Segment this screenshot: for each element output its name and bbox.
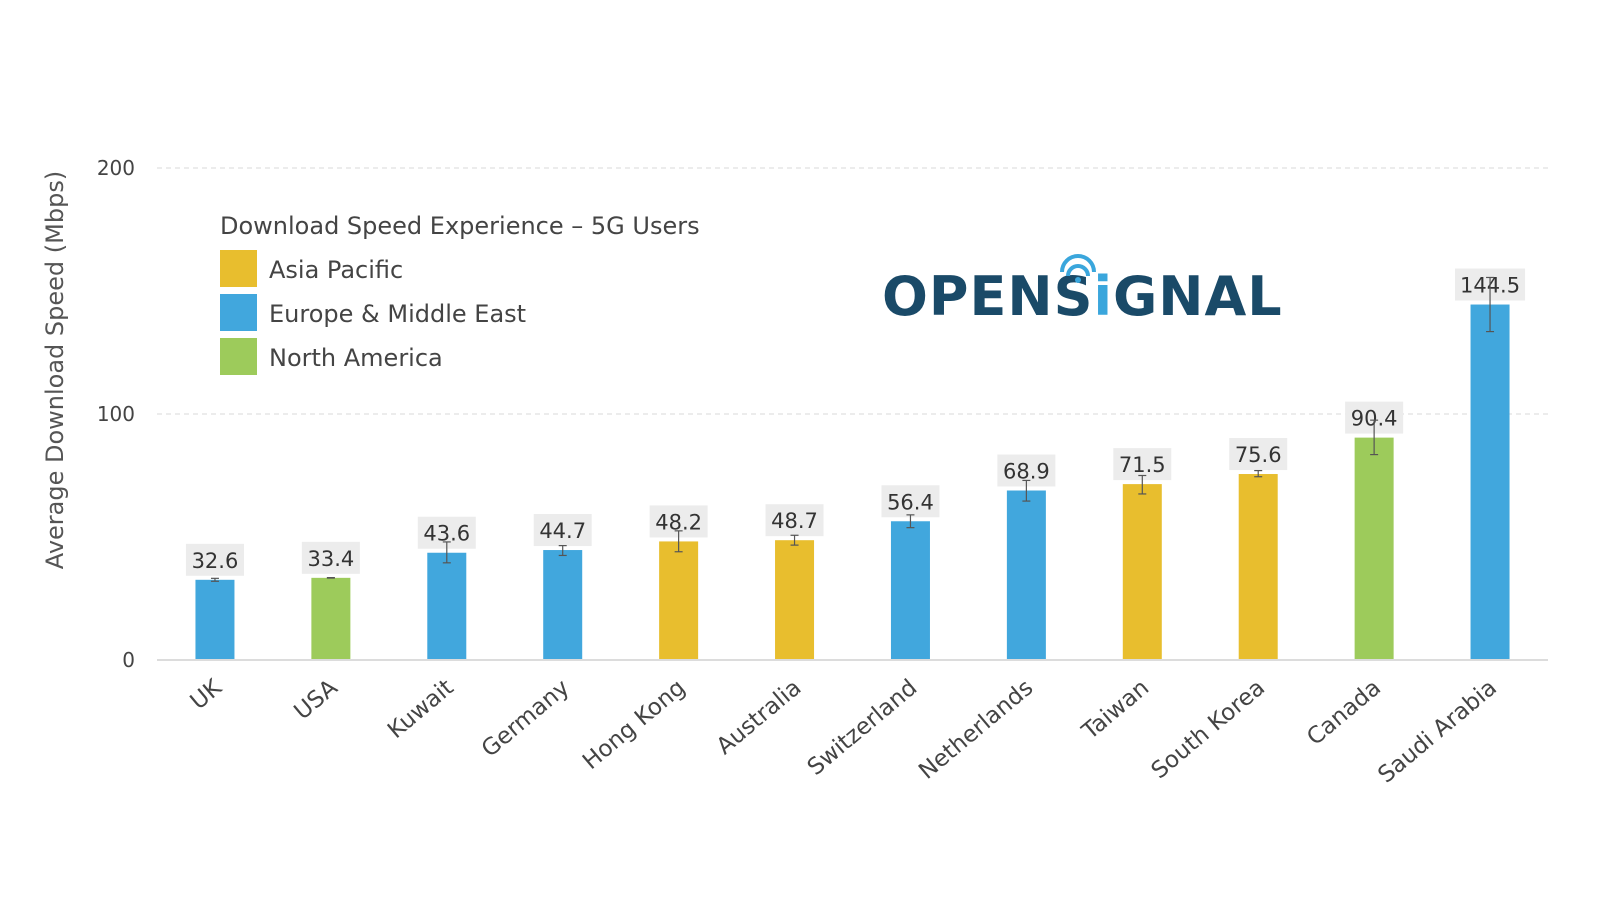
svg-text:48.7: 48.7 [771, 509, 818, 533]
error-bar [442, 541, 451, 564]
error-bar [1022, 479, 1031, 502]
bar-uk [195, 579, 235, 660]
legend-swatch [220, 294, 257, 331]
error-bar [210, 577, 219, 582]
data-label: 56.4 [881, 485, 940, 518]
error-bar [1370, 419, 1379, 456]
x-axis-labels: UK USA Kuwait Germany Hong Kong AustraliaSwit… [186, 674, 1502, 788]
data-label: 48.7 [765, 504, 824, 537]
error-bar [1254, 469, 1263, 478]
error-bar [674, 530, 683, 553]
bar-south-korea [1238, 474, 1278, 660]
x-tick-label: Saudi Arabia [1373, 675, 1502, 789]
svg-text:75.6: 75.6 [1235, 443, 1282, 467]
y-axis-title: Average Download Speed (Mbps) [41, 171, 69, 569]
bar-switzerland [890, 521, 930, 660]
wifi-signal-icon [1060, 254, 1096, 283]
y-tick-label: 100 [97, 402, 135, 426]
x-tick-label: Australia [712, 675, 807, 760]
bar-kuwait [427, 552, 467, 660]
legend-item: Europe & Middle East [220, 294, 526, 331]
bar-canada [1354, 437, 1394, 660]
x-tick-label: Taiwan [1077, 675, 1154, 746]
error-bars [210, 276, 1495, 582]
y-axis-ticks: 0 100 200 [97, 156, 135, 672]
bar-usa [311, 577, 351, 660]
error-bar [1486, 276, 1495, 333]
svg-text:68.9: 68.9 [1003, 460, 1050, 484]
x-tick-label: UK [186, 674, 228, 715]
x-tick-label: Kuwait [383, 675, 459, 744]
data-label: 75.6 [1229, 438, 1288, 471]
legend-swatch [220, 338, 257, 375]
x-tick-label: Germany [477, 675, 575, 763]
data-label: 71.5 [1113, 448, 1172, 481]
svg-text:33.4: 33.4 [307, 547, 354, 571]
bar-germany [543, 550, 583, 660]
x-tick-label: South Korea [1147, 675, 1270, 784]
x-tick-label: Netherlands [914, 675, 1038, 785]
svg-text:56.4: 56.4 [887, 490, 934, 514]
error-bar [558, 545, 567, 557]
legend-swatch [220, 250, 257, 287]
opensignal-logo: OPENSiGNAL [882, 254, 1283, 328]
x-tick-label: USA [290, 675, 343, 726]
legend-title: Download Speed Experience – 5G Users [220, 212, 700, 240]
data-label: 44.7 [533, 514, 592, 547]
y-tick-label: 0 [122, 648, 135, 672]
error-bar [906, 514, 915, 529]
error-bar [1138, 474, 1147, 495]
legend-label: Asia Pacific [269, 256, 403, 284]
bar-australia [775, 540, 815, 660]
x-tick-label: Hong Kong [578, 675, 691, 775]
data-label: 33.4 [301, 541, 360, 574]
legend-item: North America [220, 338, 443, 375]
legend-item: Asia Pacific [220, 250, 403, 287]
bar-taiwan [1122, 484, 1162, 660]
legend-label: North America [269, 344, 443, 372]
svg-text:44.7: 44.7 [539, 519, 586, 543]
error-bar [790, 534, 799, 546]
bar-saudi-arabia [1470, 304, 1510, 660]
svg-text:32.6: 32.6 [192, 549, 239, 573]
bar-netherlands [1006, 490, 1046, 660]
x-tick-label: Canada [1302, 675, 1386, 751]
x-tick-label: Switzerland [803, 675, 922, 781]
legend-label: Europe & Middle East [269, 300, 526, 328]
bars [195, 304, 1510, 660]
svg-text:71.5: 71.5 [1119, 453, 1166, 477]
bar-hong-kong [659, 541, 699, 660]
grid-lines [157, 167, 1548, 415]
logo-text: OPENSiGNAL [882, 265, 1283, 328]
data-label: 32.6 [185, 543, 244, 576]
y-tick-label: 200 [97, 156, 135, 180]
legend: Download Speed Experience – 5G Users Asi… [220, 212, 700, 375]
